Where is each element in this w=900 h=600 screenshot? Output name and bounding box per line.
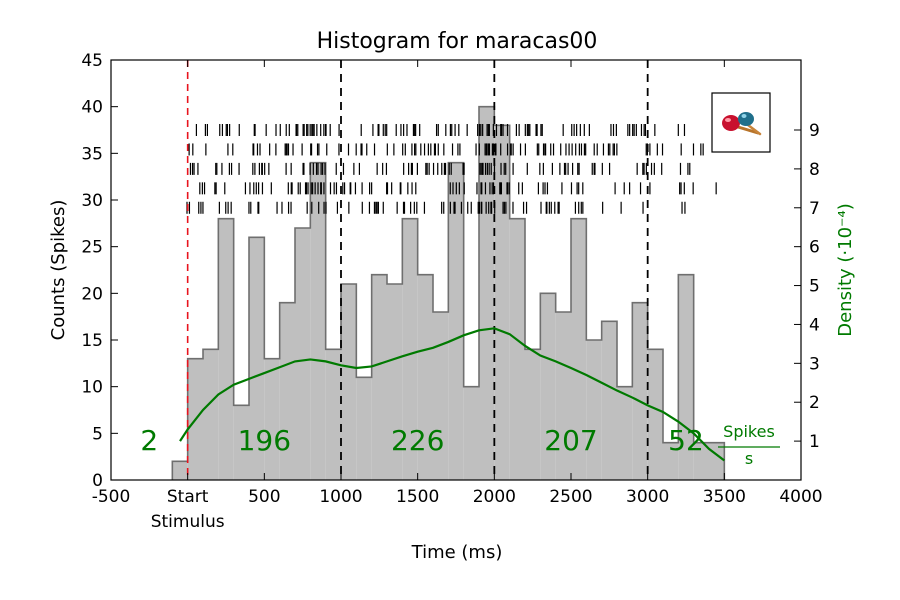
histogram-bar [678, 274, 694, 480]
histogram-bar [172, 461, 188, 480]
y2-tick-label: 5 [809, 277, 820, 297]
y-axis-label: Counts (Spikes) [48, 200, 69, 341]
y2-tick-label: 6 [809, 238, 820, 258]
histogram-bar [540, 293, 556, 480]
y-tick-label: 45 [81, 51, 103, 71]
y2-tick-label: 7 [809, 199, 820, 219]
y-tick-label: 5 [92, 424, 103, 444]
histogram-bar [709, 442, 725, 480]
y2-tick-label: 3 [809, 354, 820, 374]
segment-count-label: 52 [668, 424, 704, 457]
y-tick-label: 15 [81, 331, 103, 351]
segment-count-label: 2 [140, 424, 158, 457]
x-tick-label: -500 [92, 487, 131, 507]
histogram-bar [218, 218, 234, 480]
y-tick-label: 30 [81, 191, 103, 211]
x-tick-label: 3500 [703, 487, 746, 507]
histogram-bar [693, 442, 709, 480]
histogram-bar [647, 349, 663, 480]
histogram-bar [279, 302, 295, 480]
histogram-bar [417, 274, 433, 480]
y-tick-label: 20 [81, 284, 103, 304]
x-axis-label: Time (ms) [411, 542, 503, 563]
x-tick-label: 4000 [779, 487, 822, 507]
y-tick-label: 25 [81, 238, 103, 258]
y-tick-label: 0 [92, 471, 103, 491]
x-tick-label: 1500 [396, 487, 439, 507]
x-tick-label: Start [167, 487, 209, 507]
y-tick-label: 40 [81, 98, 103, 118]
histogram-bar [356, 377, 372, 480]
x-tick-label: 2500 [549, 487, 592, 507]
histogram-outline [171, 105, 726, 480]
x-tick-label: 2000 [473, 487, 516, 507]
plot-frame [110, 59, 802, 481]
x-tick-label: 500 [248, 487, 280, 507]
histogram-bar [448, 162, 464, 480]
y2-axis-ticks: 1 2 3 4 5 6 7 8 9 [794, 121, 820, 452]
histogram-bar [402, 218, 418, 480]
y-tick-label: 35 [81, 144, 103, 164]
histogram-bar [525, 349, 541, 480]
unit-denominator: s [745, 449, 753, 468]
histogram-bar [249, 237, 265, 480]
histogram-bar [233, 405, 249, 480]
histogram-bars [171, 105, 726, 481]
x-axis-ticks: -500 Start 500 1000 1500 2000 2500 3000 3500 4000… [92, 60, 823, 532]
maracas-icon [711, 92, 771, 153]
y2-tick-label: 2 [809, 393, 820, 413]
histogram-bar [632, 302, 648, 480]
histogram-bar [310, 162, 326, 480]
histogram-bar [509, 218, 525, 480]
histogram-bar [371, 274, 387, 480]
histogram-bar [479, 106, 495, 481]
y2-tick-label: 9 [809, 121, 820, 141]
histogram-bar [617, 386, 633, 480]
histogram-bar [325, 349, 341, 480]
histogram-bar [341, 284, 357, 480]
segment-count-label: 226 [391, 424, 444, 457]
y2-axis-label: Density (·10⁻⁴) [835, 203, 856, 337]
density-curve [179, 327, 725, 462]
x-tick-label: 1000 [319, 487, 362, 507]
density-curve-group [179, 327, 725, 462]
histogram-bar [494, 125, 510, 480]
histogram-bar [387, 284, 403, 480]
histogram-bar [571, 218, 587, 480]
segment-count-label: 207 [544, 424, 597, 457]
histogram-bar [663, 442, 679, 480]
histogram-bar [295, 228, 311, 480]
y-tick-label: 10 [81, 378, 103, 398]
histogram-bar [555, 312, 571, 480]
spike-raster [186, 124, 717, 214]
segment-dividers [186, 60, 649, 480]
y2-tick-label: 1 [809, 432, 820, 452]
x-tick-sublabel: Stimulus [151, 512, 225, 532]
histogram-bar [463, 386, 479, 480]
y2-tick-label: 8 [809, 160, 820, 180]
histogram-bar [264, 358, 280, 480]
histogram-bar [601, 321, 617, 480]
y2-tick-label: 4 [809, 315, 820, 335]
histogram-bar [433, 312, 449, 480]
x-tick-label: 3000 [626, 487, 669, 507]
histogram-bar [203, 349, 219, 480]
histogram-bar [586, 340, 602, 480]
chart-title: Histogram for maracas00 [317, 29, 598, 54]
unit-numerator: Spikes [723, 422, 775, 441]
segment-count-labels: 2 196 226 207 52 [140, 424, 703, 457]
segment-count-label: 196 [238, 424, 291, 457]
y-axis-ticks: 0 5 10 15 20 25 30 35 40 45 [81, 51, 118, 491]
